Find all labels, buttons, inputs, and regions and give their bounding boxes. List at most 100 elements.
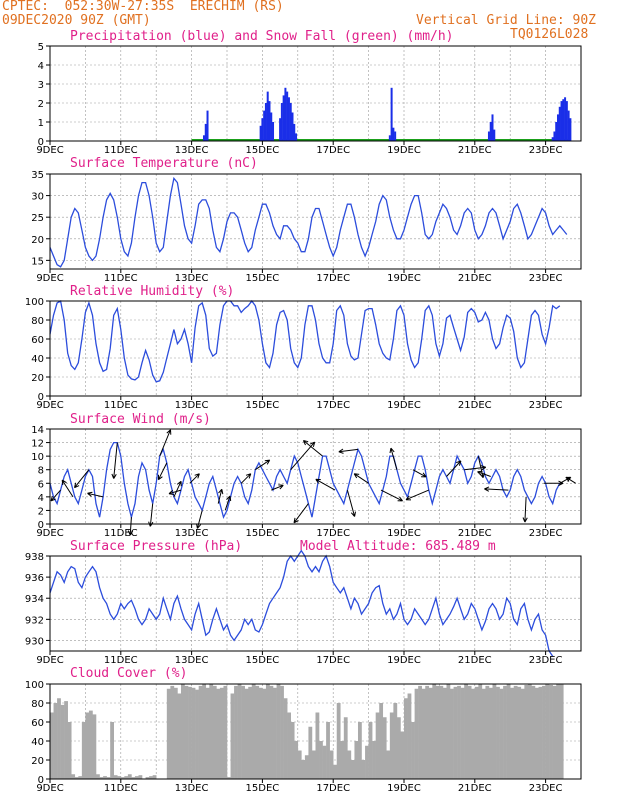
precip-bar [270, 112, 273, 141]
cloud-bar [131, 777, 136, 779]
cloud-xtick-label: 19DEC [387, 783, 421, 794]
wind-vector-arrow [559, 476, 572, 484]
precip-bar [567, 110, 570, 141]
cloud-bar [453, 686, 458, 779]
precip-bar [202, 135, 205, 141]
wind-ytick-label: 10 [31, 452, 44, 463]
wind-ytick-label: 6 [38, 479, 44, 490]
temp-xtick-label: 23DEC [529, 273, 563, 284]
wind-vector-arrow [353, 473, 369, 484]
cloud-bar [81, 722, 86, 779]
precip-panel: 0 1 2 3 4 5 9DEC 11DEC 13DEC 15DEC 17DEC 19DEC 21DEC… [36, 42, 582, 156]
wind-vector-arrow [477, 470, 491, 477]
cloud-bar [64, 701, 68, 779]
header-grid-note: Vertical Grid Line: 90Z [416, 13, 597, 28]
cloud-bar [343, 717, 348, 779]
temp-panel: 15 20 25 30 35 9DEC 11DEC 13DEC 15DEC 17DEC 19DEC 2… [31, 170, 582, 284]
precip-bar [293, 123, 296, 141]
cloud-bar [219, 687, 224, 779]
precip-bar [555, 122, 558, 141]
temp-frame [49, 173, 582, 270]
cloud-bar [450, 688, 454, 779]
rh-xtick-label: 13DEC [175, 400, 209, 411]
cloud-bar [290, 722, 295, 779]
cloud-bar [127, 774, 132, 779]
cloud-bar [396, 717, 401, 779]
cloud-ytick-label: 40 [31, 737, 44, 748]
wind-vector-arrow [380, 489, 403, 502]
rh-series [49, 299, 561, 383]
precip-bar [569, 118, 572, 141]
precip-xtick-label: 23DEC [529, 145, 563, 156]
precip-bar [558, 106, 561, 141]
pres-ytick-label: 934 [25, 594, 44, 605]
wind-vector-arrow [446, 460, 462, 477]
cloud-bar [329, 750, 334, 779]
precip-bar [263, 110, 266, 141]
precip-bar [204, 123, 207, 141]
precip-bar [560, 101, 563, 141]
wind-xtick-label: 23DEC [529, 528, 563, 539]
cloud-bar [244, 688, 249, 779]
cloud-bar [379, 703, 384, 779]
cloud-bar [319, 741, 323, 779]
precip-bar [556, 114, 559, 141]
cloud-bar [265, 684, 270, 779]
precip-xtick-label: 9DEC [36, 145, 63, 156]
precip-bar [553, 131, 556, 141]
cloud-bar [184, 685, 189, 779]
wind-vector-arrow [189, 473, 200, 484]
cloud-bar [496, 686, 500, 779]
wind-ytick-label: 4 [38, 493, 44, 504]
cloud-bar [485, 685, 490, 779]
cloud-bar [57, 698, 61, 779]
cloud-bar [506, 684, 511, 779]
cloud-bar [474, 686, 479, 779]
header-code: TQ0126L028 [510, 27, 589, 42]
pres-ytick-label: 930 [25, 636, 44, 647]
cloud-bar [170, 685, 175, 779]
temp-xtick-label: 15DEC [246, 273, 280, 284]
cloud-bar [71, 774, 76, 779]
rh-xtick-label: 19DEC [387, 400, 421, 411]
cloud-bar [99, 777, 104, 779]
cloud-panel: 0 20 40 60 80 100 9DEC 11DEC 13DEC 15DEC 17DEC 19DE… [25, 680, 582, 794]
precip-title: Precipitation (blue) and Snow Fall (gree… [70, 29, 454, 44]
cloud-bar [435, 685, 440, 779]
precip-bar [266, 91, 269, 141]
cloud-bar [524, 684, 529, 779]
cloud-ytick-label: 20 [31, 756, 44, 767]
cloud-bar [481, 688, 486, 779]
wind-xtick-label: 17DEC [316, 528, 350, 539]
rh-xtick-label: 15DEC [246, 400, 280, 411]
wind-xtick-label: 19DEC [387, 528, 421, 539]
temp-series [49, 176, 568, 268]
temp-ytick-label: 30 [31, 192, 44, 203]
pres-series [49, 549, 554, 657]
wind-xtick-label: 9DEC [36, 528, 63, 539]
wind-vector-arrow [224, 495, 232, 511]
precip-bar [394, 131, 397, 141]
cloud-bar [315, 712, 320, 779]
cloud-bar [538, 686, 543, 779]
cloud-xtick-label: 17DEC [316, 783, 350, 794]
temp-ytick-label: 20 [31, 235, 44, 246]
cloud-bar [478, 684, 483, 779]
cloud-bar [442, 687, 447, 779]
cloud-bar [439, 685, 444, 779]
precip-bar [261, 118, 264, 141]
temp-xtick-label: 19DEC [387, 273, 421, 284]
cloud-bar [304, 755, 309, 779]
wind-series [49, 441, 561, 520]
cloud-bar [340, 741, 345, 779]
cloud-bar [149, 776, 153, 779]
cloud-bar [88, 710, 93, 779]
cloud-bar [542, 685, 546, 779]
wind-ytick-label: 0 [38, 520, 44, 531]
header-station: CPTEC: 052:30W-27:35S ERECHIM (RS) [2, 0, 284, 14]
cloud-bar [120, 777, 125, 779]
cloud-bar [425, 685, 430, 779]
rh-panel: 0 20 40 60 80 100 9DEC 11DEC 13DEC 15DEC 17DEC 19DE… [25, 297, 582, 411]
rh-xtick-label: 11DEC [104, 400, 138, 411]
precip-bar [491, 114, 494, 141]
